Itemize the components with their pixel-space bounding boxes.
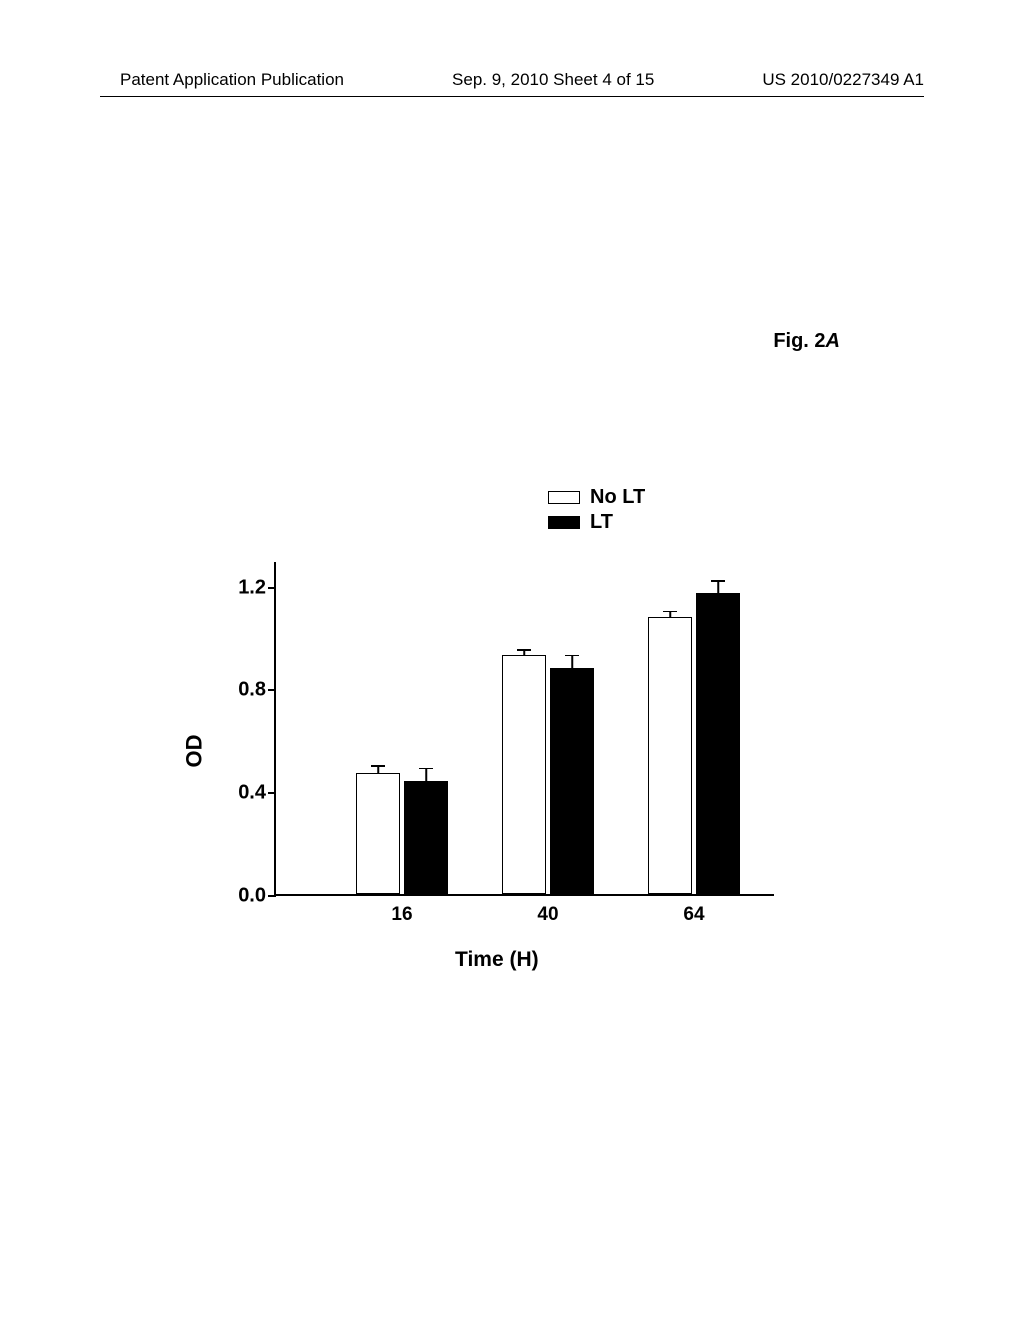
error-cap [517,649,531,651]
y-tick-label: 1.2 [238,576,266,599]
bar [356,773,400,894]
figure-label-prefix: Fig. 2 [773,330,825,352]
legend-label: LT [590,511,613,534]
y-tick [268,792,276,794]
x-tick-label: 16 [391,904,412,926]
legend-item: No LT [548,486,645,509]
y-tick-label: 0.0 [238,885,266,908]
bar [502,655,546,894]
error-bar [425,768,427,781]
chart-legend: No LT LT [548,486,645,536]
figure-label: Fig. 2A [773,330,840,353]
legend-item: LT [548,511,645,534]
y-tick-label: 0.8 [238,679,266,702]
y-tick-label: 0.4 [238,782,266,805]
error-cap [663,611,677,613]
y-tick [268,895,276,897]
error-cap [371,765,385,767]
x-tick-label: 64 [683,904,704,926]
bar [550,668,594,894]
legend-label: No LT [590,486,645,509]
y-tick [268,587,276,589]
legend-swatch-filled [548,516,580,529]
x-tick-label: 40 [537,904,558,926]
header-left: Patent Application Publication [120,70,344,90]
error-bar [717,581,719,594]
bar-wrapper [550,668,594,894]
error-cap [419,768,433,770]
plot-area: 0.00.40.81.2164064 [274,562,774,896]
y-axis-title: OD [182,735,208,768]
bar-wrapper [356,773,400,894]
error-cap [565,655,579,657]
error-bar [377,766,379,774]
bar-wrapper [502,655,546,894]
bar [696,593,740,894]
header-divider [100,96,924,97]
error-bar [571,655,573,668]
bar-wrapper [696,593,740,894]
header-center: Sep. 9, 2010 Sheet 4 of 15 [452,70,654,90]
page-header: Patent Application Publication Sep. 9, 2… [0,70,1024,90]
legend-swatch-empty [548,491,580,504]
x-axis-title: Time (H) [455,948,539,972]
error-cap [711,580,725,582]
bar [648,617,692,894]
figure-label-suffix: A [826,330,840,352]
bar-group [648,593,740,894]
bar-wrapper [648,617,692,894]
bar-chart: 0.00.40.81.2164064 [258,562,778,932]
bar-group [356,773,448,894]
bar-group [502,655,594,894]
bar [404,781,448,894]
y-tick [268,689,276,691]
bar-wrapper [404,781,448,894]
header-right: US 2010/0227349 A1 [762,70,924,90]
